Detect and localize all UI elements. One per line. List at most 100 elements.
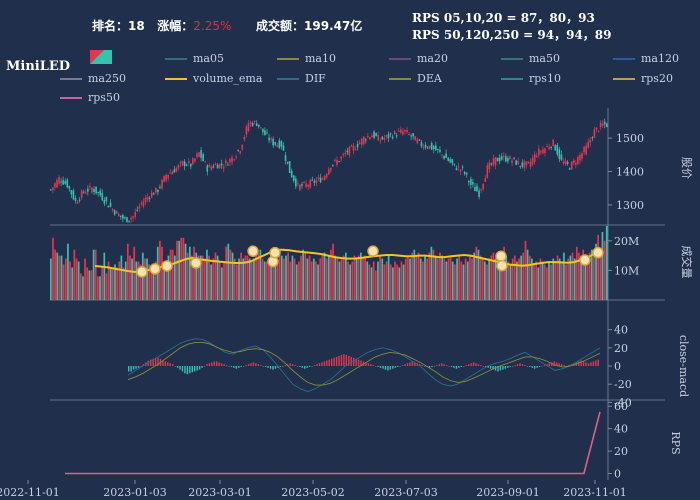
candle [484, 178, 487, 182]
volume-bar [56, 252, 59, 300]
x-tick-label: 2023-03-01 [188, 486, 251, 499]
candle [111, 209, 114, 211]
candle [346, 150, 349, 153]
legend-item-ma250[interactable]: ma250 [60, 72, 126, 85]
candle [414, 136, 417, 141]
volume-bar [233, 258, 236, 300]
rps-line-2: RPS 50,120,250 = 94，94，89 [412, 28, 612, 42]
ema-marker [247, 245, 259, 257]
macd-bar [404, 364, 406, 366]
legend-item-ma10[interactable]: ma10 [277, 52, 336, 65]
rps50-line [65, 411, 601, 475]
candle [352, 145, 355, 151]
volume-bar [261, 258, 264, 300]
macd-bar [130, 366, 132, 372]
volume-bar [422, 261, 424, 300]
candle [307, 184, 309, 187]
legend-item-ma05[interactable]: ma05 [165, 52, 224, 65]
volume-bar [253, 258, 255, 300]
candle [601, 123, 604, 126]
candle [375, 133, 377, 137]
macd-bar [181, 366, 184, 372]
legend-label: rps20 [641, 72, 673, 85]
macd-bar [470, 363, 472, 366]
volume-bar [554, 261, 557, 300]
macd-bar [494, 366, 497, 371]
candle [397, 130, 400, 132]
candle [593, 129, 596, 138]
candle [91, 187, 93, 193]
candle [350, 145, 353, 147]
macd-bar [577, 361, 580, 366]
candle [321, 178, 324, 180]
macd-bar [206, 364, 208, 366]
volume-bar [513, 255, 516, 300]
candle [570, 161, 573, 170]
macd-bar [201, 366, 203, 368]
volume-bar [509, 264, 512, 300]
candle [107, 205, 110, 208]
volume-bar [298, 261, 300, 300]
volume-bar [278, 252, 281, 300]
volume-bar [340, 258, 343, 300]
volume-bar [345, 252, 347, 300]
candle [76, 201, 79, 204]
macd-bar [172, 364, 174, 366]
legend-item-rps10[interactable]: rps10 [501, 72, 561, 85]
dea-line [127, 341, 601, 386]
macd-bar [516, 364, 519, 366]
turnover-label: 成交额： [256, 19, 305, 33]
legend-item-ma120[interactable]: ma120 [613, 52, 679, 65]
macd-bar [460, 366, 463, 367]
macd-bar [330, 358, 333, 366]
ema-marker [367, 245, 379, 257]
candle [249, 122, 252, 124]
volume-bar [451, 261, 454, 300]
macd-bar [291, 364, 294, 366]
volume-bar [124, 261, 127, 300]
candle [447, 157, 449, 161]
legend-swatch [613, 58, 635, 60]
volume-bar [105, 273, 108, 300]
volume-bar [366, 261, 369, 300]
candle [276, 144, 279, 147]
legend-item-ma50[interactable]: ma50 [501, 52, 560, 65]
legend-item-DIF[interactable]: DIF [277, 72, 326, 85]
macd-bar [382, 366, 384, 369]
candle [494, 157, 497, 166]
candle [356, 143, 359, 148]
candle [247, 123, 250, 132]
macd-bar [428, 366, 431, 368]
volume-bar [214, 252, 217, 300]
candle [282, 145, 285, 151]
volume-bar [417, 252, 420, 300]
rps-axis-label: RPS [669, 431, 682, 454]
legend-item-DEA[interactable]: DEA [389, 72, 442, 85]
candle [546, 146, 548, 148]
macd-bar [401, 365, 404, 366]
volume-bar [404, 258, 407, 300]
macd-bar [467, 364, 470, 366]
candle [340, 156, 342, 159]
volume-bar [383, 264, 386, 300]
volume-bar [327, 255, 330, 300]
candle [311, 179, 314, 181]
legend-item-rps50[interactable]: rps50 [60, 91, 120, 104]
macd-bar [365, 362, 367, 366]
volume-bar [392, 267, 394, 300]
legend-item-rps20[interactable]: rps20 [613, 72, 673, 85]
candle [132, 216, 134, 219]
legend-item-ma20[interactable]: ma20 [389, 52, 448, 65]
legend-item-volume_ema[interactable]: volume_ema [165, 72, 262, 85]
volume-bar [372, 261, 375, 300]
candle [260, 127, 262, 129]
candle [513, 157, 515, 159]
volume-bar [167, 255, 170, 300]
macd-bar [582, 361, 585, 366]
volume-bar [255, 255, 257, 300]
volume-bar [389, 264, 392, 300]
volume-bar [456, 258, 458, 300]
macd-bar [352, 357, 355, 366]
candle [264, 130, 266, 136]
macd-bar [174, 366, 176, 367]
